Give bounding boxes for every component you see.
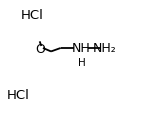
Text: O: O bbox=[35, 42, 45, 55]
Text: H: H bbox=[78, 57, 86, 67]
Text: NH₂: NH₂ bbox=[93, 42, 117, 55]
Text: HCl: HCl bbox=[21, 9, 44, 21]
Text: HCl: HCl bbox=[6, 88, 29, 101]
Text: NH: NH bbox=[72, 42, 90, 55]
